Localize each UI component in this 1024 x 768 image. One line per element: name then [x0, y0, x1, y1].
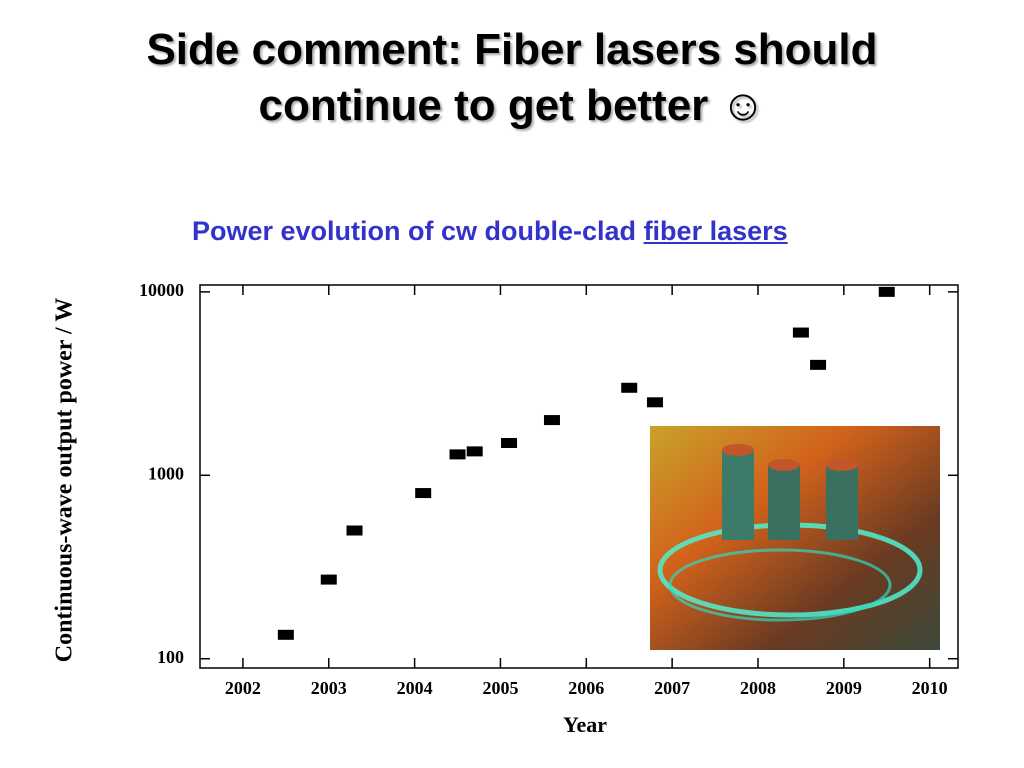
- x-axis-label: Year: [563, 712, 607, 737]
- x-tick-label: 2007: [654, 678, 690, 698]
- data-point: [646, 397, 663, 408]
- x-tick-label: 2009: [826, 678, 862, 698]
- subtitle: Power evolution of cw double-clad fiber …: [192, 216, 788, 247]
- data-point: [878, 286, 895, 297]
- subtitle-text: Power evolution of cw double-clad: [192, 216, 637, 246]
- data-point: [792, 327, 809, 338]
- data-point: [543, 415, 560, 426]
- data-point: [346, 525, 363, 536]
- plot-frame: [199, 284, 959, 669]
- slide-title: Side comment: Fiber lasers should contin…: [146, 25, 878, 130]
- x-tick-label: 2004: [397, 678, 433, 698]
- x-tick-label: 2010: [912, 678, 948, 698]
- data-point: [320, 574, 337, 585]
- x-tick-label: 2005: [482, 678, 518, 698]
- data-point: [501, 437, 518, 448]
- subtitle-link[interactable]: fiber lasers: [643, 216, 788, 246]
- y-tick-label: 1000: [148, 463, 184, 483]
- x-tick-label: 2008: [740, 678, 776, 698]
- inset-photo: [650, 426, 940, 650]
- data-point: [810, 359, 827, 370]
- x-tick-label: 2003: [311, 678, 347, 698]
- data-point: [277, 629, 294, 640]
- y-tick-label: 10000: [139, 280, 184, 300]
- data-point: [466, 446, 483, 457]
- y-tick-label: 100: [157, 647, 184, 667]
- x-tick-label: 2002: [225, 678, 261, 698]
- data-point: [415, 488, 432, 499]
- data-point: [621, 382, 638, 393]
- x-tick-label: 2006: [568, 678, 604, 698]
- y-axis-label: Continuous-wave output power / W: [52, 298, 78, 663]
- data-point: [449, 449, 466, 460]
